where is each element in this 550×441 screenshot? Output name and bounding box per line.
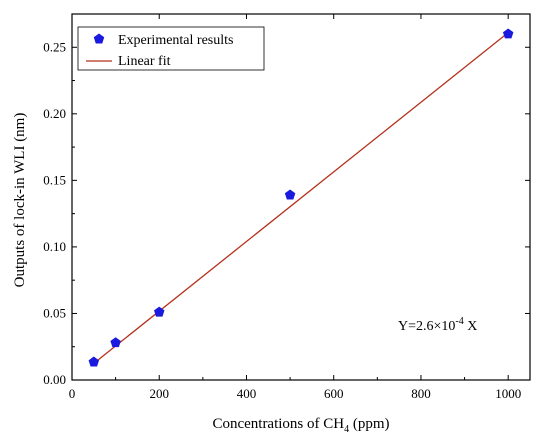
fit-equation-prefix: Y=2.6×10	[398, 319, 455, 334]
x-tick-label: 400	[237, 386, 257, 401]
x-tick-label: 200	[149, 386, 169, 401]
legend-label-experimental-results: Experimental results	[118, 33, 233, 48]
x-axis-title-suffix: (ppm)	[349, 416, 389, 432]
y-tick-label: 0.00	[43, 372, 66, 387]
y-tick-label: 0.25	[43, 39, 66, 54]
x-tick-label: 0	[69, 386, 76, 401]
fit-equation: Y=2.6×10-4 X	[398, 316, 477, 334]
y-tick-label: 0.05	[43, 305, 66, 320]
y-tick-label: 0.15	[43, 172, 66, 187]
x-tick-label: 1000	[495, 386, 521, 401]
legend-label-linear-fit: Linear fit	[118, 54, 171, 69]
legend: Experimental results Linear fit	[78, 27, 264, 70]
fit-equation-suffix: X	[464, 319, 478, 334]
fit-equation-exponent: -4	[455, 316, 463, 327]
x-axis-title-prefix: Concentrations of CH	[212, 416, 344, 432]
x-tick-label: 800	[411, 386, 431, 401]
y-tick-label: 0.20	[43, 106, 66, 121]
y-tick-label: 0.10	[43, 239, 66, 254]
y-axis-title: Outputs of lock-in WLI (nm)	[12, 113, 28, 288]
x-tick-label: 600	[324, 386, 344, 401]
